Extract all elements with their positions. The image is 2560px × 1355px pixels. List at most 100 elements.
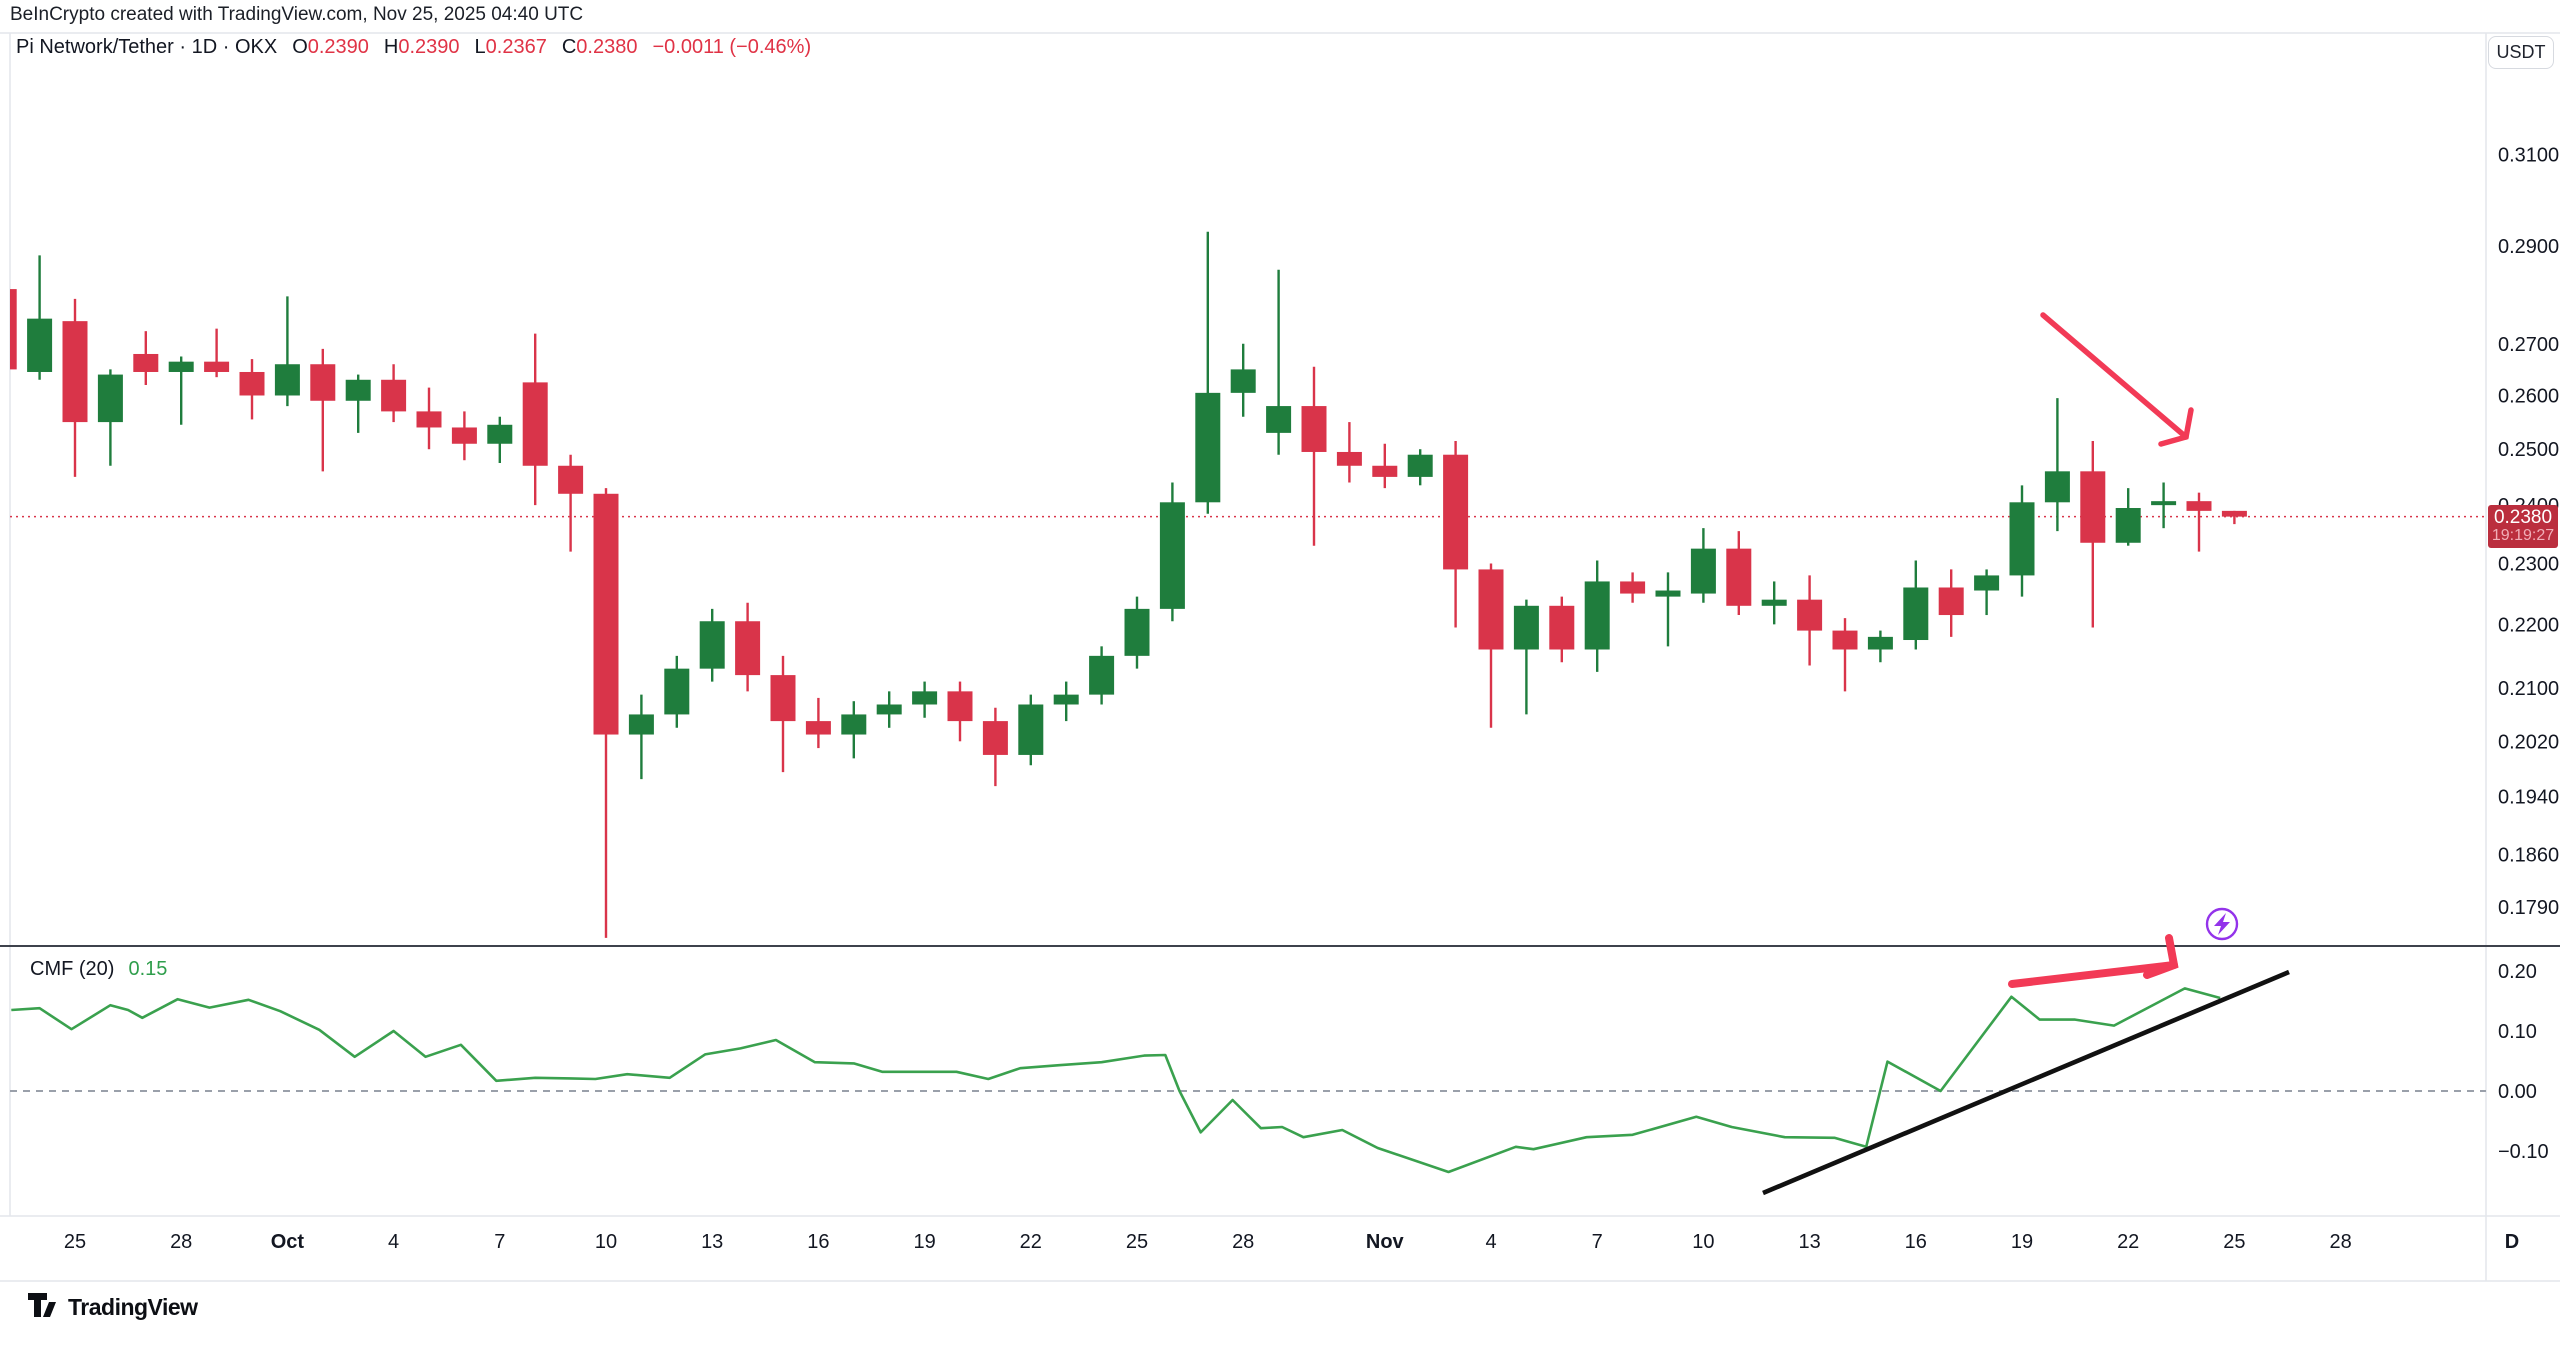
candle — [2009, 485, 2035, 597]
price-tick-label: 0.3100 — [2498, 145, 2559, 167]
time-tick-label: 28 — [170, 1231, 192, 1253]
candle-body — [2009, 502, 2035, 576]
indicator-legend: CMF (20) 0.15 — [30, 958, 167, 981]
candle — [2115, 488, 2141, 546]
downtrend-arrow-shaft — [2040, 312, 2189, 440]
candle — [1443, 441, 1469, 628]
main-chart-pane[interactable] — [10, 60, 2486, 946]
candle-body — [1301, 406, 1327, 452]
candle-body — [1761, 599, 1787, 606]
candle-body — [1230, 369, 1256, 393]
cmf-up-arrow-shaft — [2008, 961, 2178, 988]
candle — [1549, 596, 1575, 663]
symbol-title[interactable]: Pi Network/Tether · 1D · OKX — [16, 36, 278, 58]
candle-body — [2186, 501, 2212, 511]
ohlc-open: O0.2390 — [292, 36, 369, 58]
candle — [1832, 618, 1858, 692]
tradingview-logo-icon — [28, 1293, 56, 1317]
cmf-tick-label: −0.10 — [2498, 1141, 2549, 1163]
candle — [133, 331, 159, 385]
candle — [345, 374, 371, 433]
candle-body — [451, 427, 477, 444]
candle — [168, 356, 194, 425]
candle — [1336, 422, 1362, 483]
candle-body — [1018, 704, 1044, 755]
candle — [805, 697, 831, 749]
candle-body — [1159, 502, 1185, 609]
candle-body — [1620, 581, 1646, 594]
candles-layer[interactable] — [0, 231, 2247, 938]
candle — [947, 681, 973, 742]
candle-body — [1053, 694, 1079, 705]
candle-body — [664, 668, 690, 715]
candle-body — [1938, 587, 1964, 616]
candle — [735, 602, 761, 692]
candle-body — [1478, 569, 1504, 650]
candle-body — [168, 361, 194, 372]
time-tick-label: 25 — [2223, 1231, 2245, 1253]
currency-toggle-button[interactable]: USDT — [2488, 36, 2554, 69]
candle — [1690, 528, 1716, 603]
last-price-badge: 0.2380 19:19:27 — [2488, 505, 2558, 548]
candle-body — [1832, 630, 1858, 650]
candle-body — [1124, 608, 1150, 656]
change-value: −0.0011 (−0.46%) — [652, 36, 812, 58]
candle-body — [1549, 605, 1575, 650]
cmf-line — [11, 987, 2221, 1174]
flash-icon[interactable] — [2205, 907, 2239, 941]
candle-body — [1443, 454, 1469, 570]
candle-body — [699, 621, 725, 669]
price-tick-label: 0.1860 — [2498, 844, 2559, 866]
symbol-legend: Pi Network/Tether · 1D · OKX O0.2390 H0.… — [16, 36, 811, 59]
candle-body — [381, 379, 407, 412]
candle — [699, 608, 725, 682]
candle — [416, 387, 442, 450]
time-tick-label: 16 — [1905, 1231, 1927, 1253]
candle — [912, 681, 938, 718]
candle-body — [487, 424, 513, 444]
candle-body — [2221, 510, 2247, 517]
candle-body — [239, 371, 265, 396]
candle-body — [947, 691, 973, 722]
candle-body — [2044, 471, 2070, 503]
time-tick-label: Nov — [1366, 1231, 1405, 1253]
candle — [1797, 575, 1823, 666]
candle-body — [1903, 587, 1929, 641]
candle-body — [1726, 548, 1752, 606]
candle — [1266, 269, 1292, 455]
time-tick-label: 19 — [2011, 1231, 2033, 1253]
price-tick-label: 0.2600 — [2498, 385, 2559, 407]
cmf-tick-label: 0.20 — [2498, 961, 2537, 983]
price-tick-label: 0.2300 — [2498, 553, 2559, 575]
candle-body — [133, 353, 159, 372]
cmf-up-arrow-head — [2143, 934, 2179, 979]
price-tick-label: 0.2500 — [2498, 439, 2559, 461]
time-tick-label: 28 — [2329, 1231, 2351, 1253]
time-tick-label: 28 — [1232, 1231, 1254, 1253]
candle — [2080, 441, 2106, 628]
indicator-name[interactable]: CMF (20) — [30, 958, 115, 980]
price-scale[interactable] — [2486, 75, 2560, 1216]
candle-body — [62, 321, 88, 423]
cmf-indicator-pane[interactable] — [10, 947, 2486, 1215]
last-price-value: 0.2380 — [2493, 507, 2553, 529]
price-tick-label: 0.2100 — [2498, 678, 2559, 700]
candle-body — [1266, 406, 1292, 433]
candle-body — [1089, 655, 1115, 695]
cmf-tick-label: 0.00 — [2498, 1081, 2537, 1103]
candle — [2044, 398, 2070, 532]
time-tick-label: 7 — [1592, 1231, 1603, 1253]
tradingview-logo[interactable]: TradingView — [28, 1293, 198, 1321]
candle-body — [770, 675, 796, 722]
candle-body — [876, 704, 902, 715]
candle — [1124, 596, 1150, 669]
candle — [1195, 231, 1221, 514]
interval-corner-label: D — [2505, 1231, 2519, 1253]
candle — [1372, 443, 1398, 489]
time-scale[interactable] — [0, 1216, 2486, 1281]
candle — [2186, 492, 2212, 552]
candle — [487, 416, 513, 463]
candle-body — [912, 691, 938, 705]
time-tick-label: 4 — [1485, 1231, 1496, 1253]
